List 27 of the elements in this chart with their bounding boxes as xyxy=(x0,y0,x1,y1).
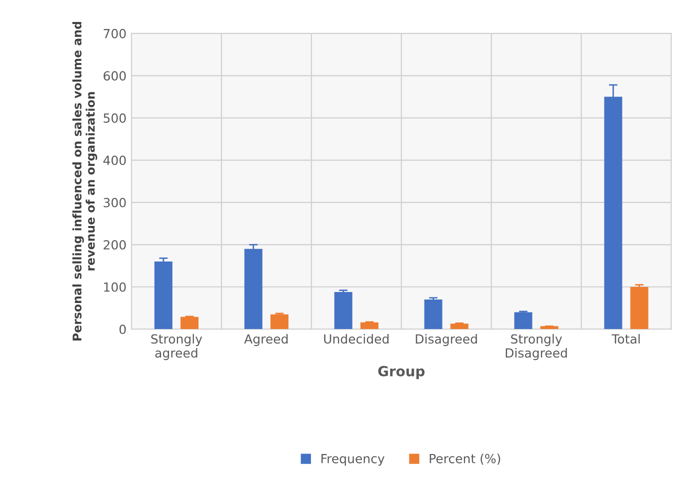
x-tick-label: Disagreed xyxy=(416,334,477,346)
bar xyxy=(244,248,262,330)
bar xyxy=(630,286,648,330)
x-tick-label: Undecided xyxy=(324,334,389,344)
y-tick-label: 700 xyxy=(104,28,126,38)
bar xyxy=(514,312,532,330)
x-tick-label: Strongly agreed xyxy=(151,334,202,360)
y-tick-label: 400 xyxy=(103,156,126,166)
y-tick-label: 300 xyxy=(104,198,126,208)
y-tick-label: 0 xyxy=(119,324,126,334)
bar xyxy=(180,316,198,330)
x-tick-label: Strongly Disagreed xyxy=(506,334,567,360)
y-tick-label: 200 xyxy=(104,240,126,250)
y-axis-title: Personal selling influenced on sales volume and revenue of an organization xyxy=(72,22,98,340)
x-axis-title: Group xyxy=(378,366,425,380)
y-tick-label: 500 xyxy=(104,113,126,123)
bar xyxy=(154,262,172,330)
bar xyxy=(270,314,288,330)
y-tick-label: 600 xyxy=(104,71,126,81)
legend-label: Percent (%) xyxy=(430,454,500,465)
legend-label: Frequency xyxy=(321,454,384,466)
y-tick-label: 100 xyxy=(104,282,126,292)
bar xyxy=(424,300,442,330)
x-tick-label: Agreed xyxy=(244,334,288,346)
bar xyxy=(360,322,378,330)
bar xyxy=(334,292,352,330)
x-tick-label: Total xyxy=(612,334,640,344)
